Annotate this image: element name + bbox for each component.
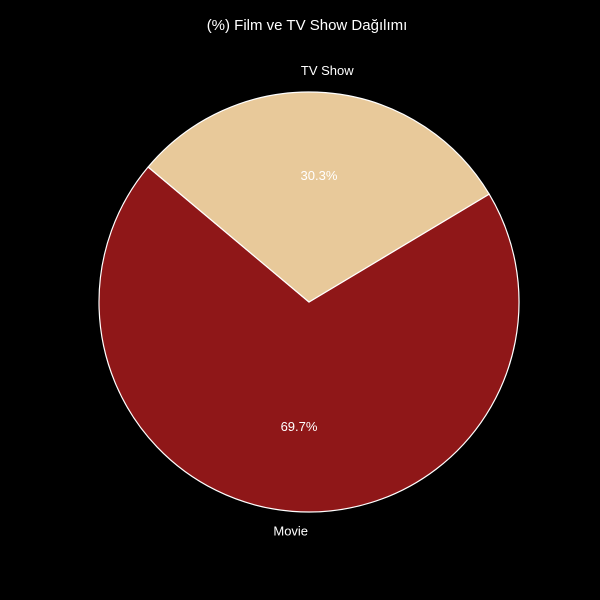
- pie-slice-tv-show: [147, 91, 490, 303]
- slice-label-movie: Movie: [273, 524, 308, 539]
- pie-slices: [98, 91, 520, 513]
- pct-label-tv-show: 30.3%: [301, 168, 338, 183]
- pct-label-movie: 69.7%: [281, 419, 318, 434]
- pie-labels: Movie 69.7% TV Show 30.3%: [273, 63, 354, 539]
- pie-slice-movie: [98, 166, 520, 513]
- slice-label-tv-show: TV Show: [301, 63, 354, 78]
- chart-title: (%) Film ve TV Show Dağılımı: [207, 17, 408, 34]
